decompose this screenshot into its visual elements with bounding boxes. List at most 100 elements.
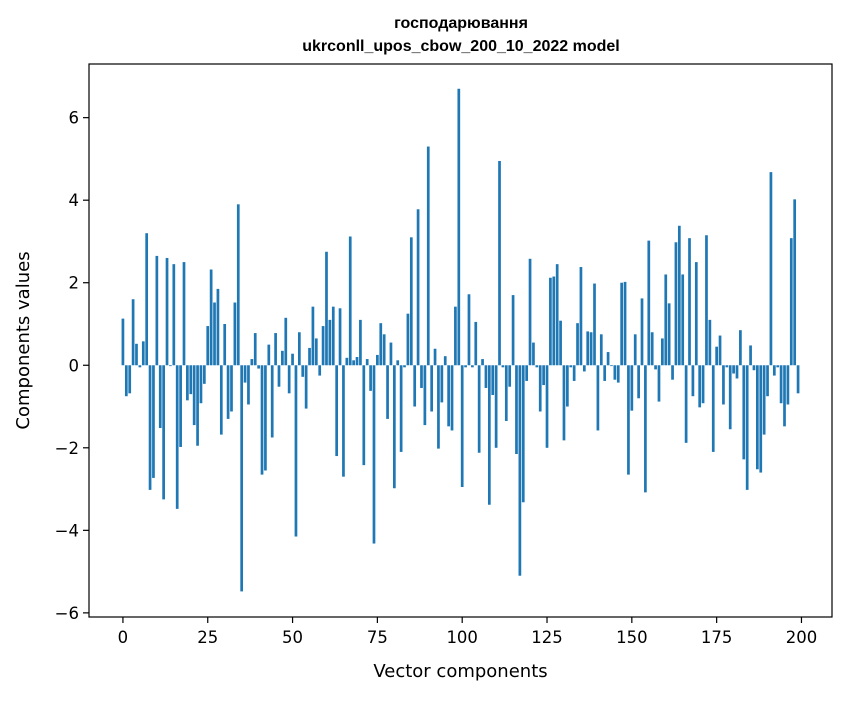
bar <box>654 365 657 370</box>
bar <box>328 319 332 366</box>
bar <box>718 335 722 366</box>
bar <box>155 255 159 366</box>
bar <box>165 257 169 366</box>
bar <box>772 365 776 376</box>
y-tick-label: 4 <box>69 191 80 210</box>
bar <box>284 317 288 366</box>
bar <box>128 365 132 394</box>
bar <box>301 365 305 377</box>
bar <box>606 352 610 366</box>
bar <box>566 365 569 407</box>
x-tick-label: 100 <box>446 628 478 647</box>
bar <box>179 365 182 447</box>
bar <box>186 365 189 401</box>
bar <box>460 365 464 487</box>
bar <box>457 88 461 366</box>
bar <box>362 365 366 466</box>
bar <box>454 306 457 366</box>
bar <box>124 365 128 397</box>
bar <box>732 365 735 374</box>
bar <box>152 365 155 478</box>
bar <box>379 323 383 366</box>
chart-title-line-2: ukrconll_upos_cbow_200_10_2022 model <box>302 38 619 55</box>
chart-title-line-1: господарювання <box>394 15 528 32</box>
bar <box>426 146 430 366</box>
y-axis-label: Components values <box>13 251 34 429</box>
y-tick-label: 6 <box>69 109 80 128</box>
bar <box>633 334 637 366</box>
bar <box>477 365 481 453</box>
bar <box>382 334 386 366</box>
bar <box>508 365 512 387</box>
bar <box>162 365 165 500</box>
bar <box>413 365 417 407</box>
y-axis-ticks: −6 −4 −2 0 2 4 6 <box>55 109 89 623</box>
bar <box>487 365 491 505</box>
bar <box>318 365 322 376</box>
bar <box>549 277 552 366</box>
bar <box>277 365 281 387</box>
bar <box>304 365 308 409</box>
bar <box>450 365 454 431</box>
bar <box>623 281 627 366</box>
x-tick-label: 125 <box>531 628 563 647</box>
bar <box>501 365 505 368</box>
bar <box>681 274 685 366</box>
bar <box>708 319 712 366</box>
bar <box>796 365 800 394</box>
x-tick-label: 75 <box>367 628 388 647</box>
bar <box>538 365 542 412</box>
bar <box>274 333 277 366</box>
y-tick-label: 2 <box>69 274 80 293</box>
x-tick-label: 50 <box>282 628 303 647</box>
bar <box>396 360 400 366</box>
bar <box>447 365 450 427</box>
bar <box>365 359 369 366</box>
bar <box>294 365 298 537</box>
bar <box>131 299 135 366</box>
bar <box>314 338 318 366</box>
bar <box>121 318 125 366</box>
bar <box>579 267 583 366</box>
bar <box>219 365 223 435</box>
bar <box>749 345 752 366</box>
bar <box>291 353 294 366</box>
bar <box>766 365 769 397</box>
bar <box>745 365 749 490</box>
x-axis-label: Vector components <box>373 661 547 682</box>
bar <box>206 326 210 366</box>
bar <box>555 264 559 366</box>
bar <box>722 365 725 405</box>
bar <box>511 295 515 366</box>
bar <box>613 365 617 380</box>
bar <box>674 242 678 366</box>
bar <box>169 365 172 367</box>
bar <box>759 365 763 473</box>
bar <box>545 365 549 448</box>
bar <box>331 306 335 366</box>
bar <box>593 283 596 366</box>
bar <box>762 365 766 435</box>
bar <box>783 365 786 427</box>
bar <box>562 365 566 441</box>
bar <box>467 294 471 366</box>
bar <box>779 365 783 404</box>
bar <box>739 330 742 366</box>
bar <box>267 344 271 366</box>
bar <box>247 365 250 405</box>
bar <box>270 365 274 438</box>
bar <box>338 308 342 366</box>
bar <box>742 365 746 460</box>
bar <box>664 274 668 366</box>
bar <box>321 326 325 366</box>
bar <box>308 347 311 366</box>
bar <box>471 365 474 368</box>
bar <box>345 357 349 366</box>
bar <box>698 365 702 408</box>
bar <box>515 365 518 454</box>
bar <box>752 365 756 371</box>
y-tick-label: −4 <box>55 521 79 540</box>
bar <box>542 365 545 386</box>
